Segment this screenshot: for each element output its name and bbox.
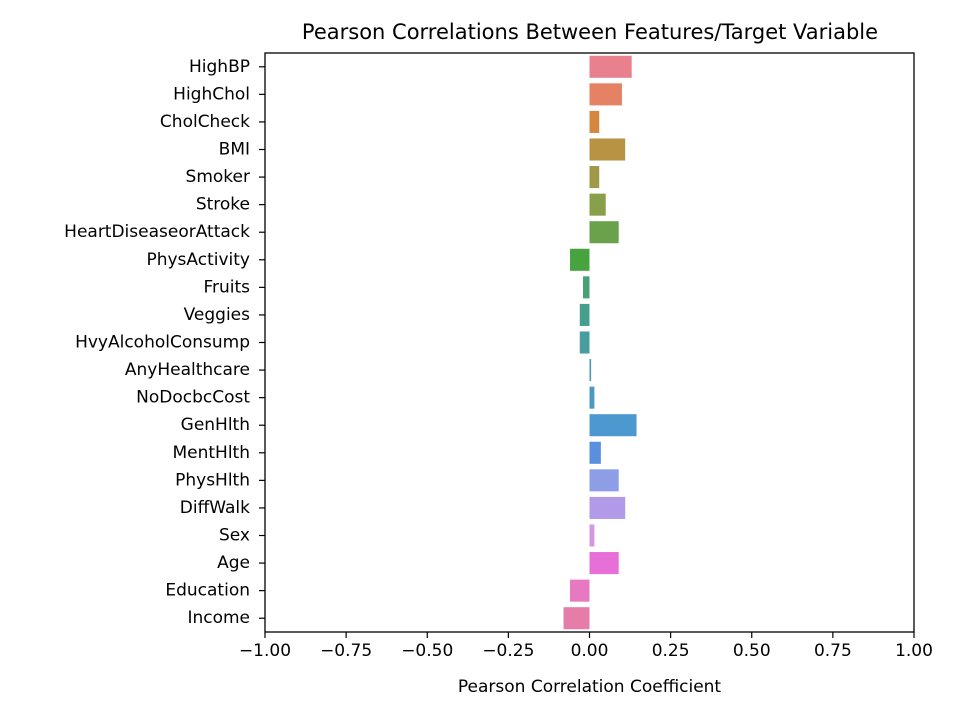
y-tick-label: NoDocbcCost	[136, 388, 250, 408]
bar-CholCheck	[589, 110, 600, 133]
y-ticks-layer: HighBP HighChol CholCheck BMI Smoker Stroke He…	[64, 57, 265, 628]
bar-HeartDiseaseorAttack	[589, 221, 619, 244]
y-tick-label: AnyHealthcare	[125, 360, 250, 380]
y-tick-label: HighChol	[173, 84, 250, 104]
y-tick-label: HeartDiseaseorAttack	[64, 222, 250, 242]
y-tick-label: PhysActivity	[146, 250, 250, 270]
plot-frame	[264, 52, 915, 633]
bar-AnyHealthcare	[589, 359, 592, 382]
bar-PhysHlth	[589, 469, 619, 492]
bar-Education	[570, 579, 590, 602]
y-tick-label: PhysHlth	[175, 470, 250, 490]
y-tick-label: CholCheck	[160, 112, 250, 132]
bar-Fruits	[583, 276, 590, 299]
x-tick-label: −1.00	[239, 641, 291, 661]
chart-title: Pearson Correlations Between Features/Ta…	[302, 20, 878, 44]
bar-GenHlth	[589, 414, 637, 437]
bar-HighBP	[589, 55, 632, 78]
bar-Smoker	[589, 166, 600, 189]
x-ticks-layer: −1.00 −0.75 −0.50 −0.25 0.00 0.25 0.50 0.75 1.00	[239, 632, 933, 661]
y-tick-label: Veggies	[184, 305, 251, 325]
x-tick-label: 0.00	[571, 641, 609, 661]
y-tick-label: Age	[217, 553, 250, 573]
y-tick-label: Income	[187, 608, 250, 628]
y-tick-label: HighBP	[189, 57, 250, 77]
bar-Age	[589, 552, 619, 575]
x-tick-label: −0.50	[401, 641, 453, 661]
x-tick-label: −0.75	[320, 641, 372, 661]
x-tick-label: 0.25	[652, 641, 690, 661]
bar-Stroke	[589, 193, 606, 216]
y-tick-label: MentHlth	[172, 443, 250, 463]
bar-HvyAlcoholConsump	[579, 331, 590, 354]
y-tick-label: Stroke	[196, 195, 250, 215]
bar-Veggies	[579, 303, 590, 326]
bar-HighChol	[589, 83, 622, 106]
x-tick-label: 1.00	[895, 641, 933, 661]
bar-BMI	[589, 138, 626, 161]
y-tick-label: DiffWalk	[180, 498, 250, 518]
bar-PhysActivity	[570, 248, 590, 271]
x-tick-label: 0.75	[814, 641, 852, 661]
x-tick-label: −0.25	[482, 641, 534, 661]
y-tick-label: Sex	[219, 526, 250, 546]
y-tick-label: HvyAlcoholConsump	[75, 333, 250, 353]
bars-layer	[563, 55, 637, 630]
bar-MentHlth	[589, 441, 601, 464]
y-tick-label: BMI	[219, 140, 250, 160]
x-tick-label: 0.50	[733, 641, 771, 661]
bar-NoDocbcCost	[589, 386, 595, 409]
bar-DiffWalk	[589, 496, 626, 519]
x-axis-label: Pearson Correlation Coefficient	[458, 677, 722, 697]
y-tick-label: Smoker	[186, 167, 250, 187]
bar-Income	[563, 607, 590, 630]
y-tick-label: Fruits	[203, 277, 250, 297]
y-tick-label: Education	[165, 581, 250, 601]
bar-Sex	[589, 524, 595, 547]
y-tick-label: GenHlth	[181, 415, 250, 435]
